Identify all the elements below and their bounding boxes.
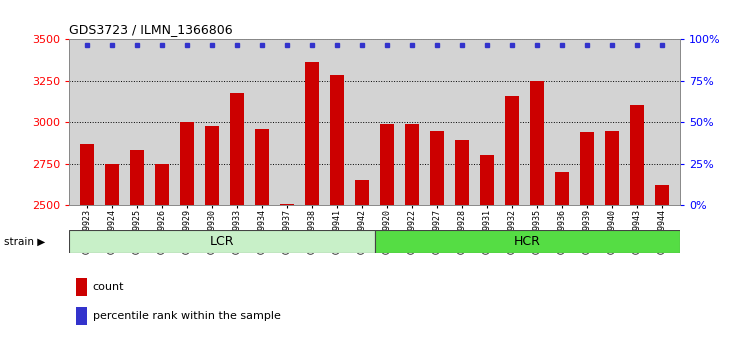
Bar — [330, 75, 344, 205]
Text: strain ▶: strain ▶ — [4, 236, 45, 247]
Bar — [380, 124, 394, 205]
Bar — [69, 230, 374, 253]
Bar — [431, 131, 444, 205]
Bar — [480, 155, 494, 205]
Bar — [255, 129, 269, 205]
Bar — [630, 105, 644, 205]
Bar — [155, 164, 169, 205]
Text: percentile rank within the sample: percentile rank within the sample — [93, 311, 281, 321]
Bar — [130, 150, 144, 205]
Text: GDS3723 / ILMN_1366806: GDS3723 / ILMN_1366806 — [69, 23, 233, 36]
Bar — [405, 124, 419, 205]
Bar — [556, 172, 569, 205]
Text: count: count — [93, 282, 124, 292]
Bar — [75, 307, 86, 325]
Bar — [306, 62, 319, 205]
Bar — [374, 230, 680, 253]
Bar — [355, 179, 369, 205]
Bar — [656, 185, 669, 205]
Bar — [105, 164, 119, 205]
Bar — [75, 278, 86, 296]
Text: HCR: HCR — [514, 235, 541, 248]
Bar — [205, 126, 219, 205]
Bar — [605, 131, 619, 205]
Bar — [531, 80, 544, 205]
Bar — [230, 93, 244, 205]
Bar — [180, 122, 194, 205]
Text: LCR: LCR — [210, 235, 235, 248]
Bar — [280, 204, 294, 205]
Bar — [580, 132, 594, 205]
Bar — [80, 144, 94, 205]
Bar — [505, 96, 519, 205]
Bar — [455, 141, 469, 205]
